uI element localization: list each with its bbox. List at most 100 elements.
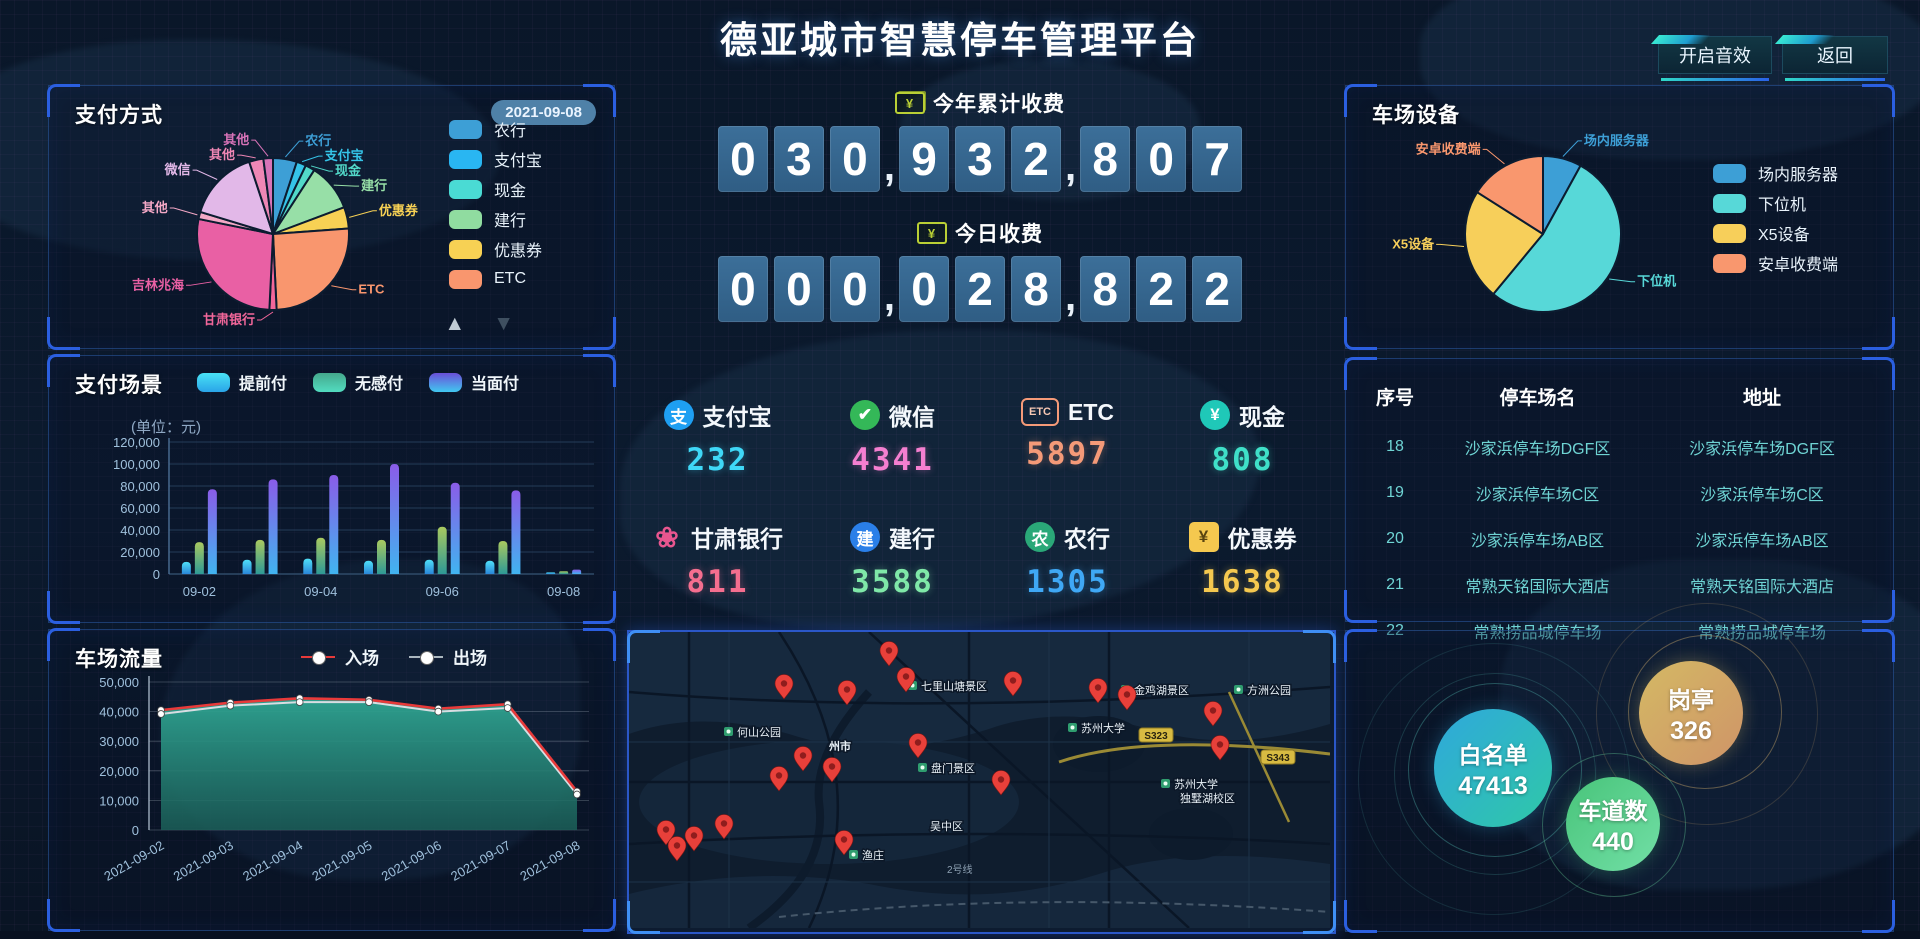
- legend-label: 出场: [453, 649, 487, 668]
- pie-label: 农行: [304, 133, 331, 148]
- digit-comma: ,: [883, 275, 895, 319]
- map-pin[interactable]: [1003, 671, 1023, 697]
- pie-label: 其他: [223, 132, 249, 147]
- pie-label: 优惠券: [379, 203, 419, 218]
- map-pin[interactable]: [834, 830, 854, 856]
- map-pin[interactable]: [1117, 685, 1137, 711]
- table-cell: 18: [1386, 438, 1404, 455]
- legend-item-农行[interactable]: 农行: [449, 114, 542, 144]
- map-pin[interactable]: [667, 836, 687, 862]
- payment-method-panel: 支付方式 2021-09-08 农行 支付宝 现金 建行 优惠券 ETC 甘肃银行 吉林兆海其…: [47, 84, 616, 350]
- legend-item-X5设备[interactable]: X5设备: [1713, 218, 1838, 248]
- pie-label: 安卓收费端: [1416, 141, 1481, 156]
- stat-cash: ¥ 现金 808: [1155, 398, 1330, 478]
- map-place-label: 盘门景区: [931, 761, 975, 775]
- pie-label: 甘肃银行: [203, 312, 255, 327]
- legend-label: 优惠券: [494, 243, 543, 260]
- back-button[interactable]: 返回: [1774, 35, 1888, 81]
- legend-item-支付宝[interactable]: 支付宝: [449, 144, 542, 174]
- pie-slice-X5设备[interactable]: [1464, 191, 1544, 296]
- metro-line-label: 2号线: [947, 863, 973, 876]
- legend-item-安卓收费端[interactable]: 安卓收费端: [1713, 248, 1838, 278]
- map-pin[interactable]: [714, 814, 734, 840]
- svg-text:60,000: 60,000: [120, 501, 160, 516]
- legend-item-出场[interactable]: 出场: [409, 644, 487, 669]
- digit-box: 0: [773, 256, 824, 322]
- table-header-row: 序号 停车场名 地址: [1360, 375, 1879, 424]
- stat-name: 建行: [889, 526, 935, 552]
- map-pin[interactable]: [896, 667, 916, 693]
- digit-box: 0: [717, 126, 768, 192]
- x-tick-label: 2021-09-03: [171, 838, 236, 884]
- map-pin[interactable]: [1210, 735, 1230, 761]
- pie-label: 其他: [209, 147, 235, 162]
- legend-page-down-icon[interactable]: ▼: [493, 312, 542, 335]
- stat-name: 现金: [1239, 404, 1285, 430]
- map-pin[interactable]: [684, 826, 704, 852]
- legend-page-up-icon[interactable]: ▲: [444, 312, 494, 335]
- legend-swatch: [449, 239, 482, 259]
- map-pin[interactable]: [837, 680, 857, 706]
- map-pin[interactable]: [1203, 701, 1223, 727]
- pie-slice-下位机[interactable]: [1492, 164, 1622, 313]
- map-pin[interactable]: [879, 641, 899, 667]
- legend-item-提前付[interactable]: 提前付: [197, 370, 287, 394]
- coupon-icon: ¥: [1188, 522, 1219, 552]
- bar-提前付-09-05: [364, 560, 373, 574]
- bar-无感付-09-08: [559, 571, 569, 574]
- table-row: 21 常熟天铭国际大酒店 常熟天铭国际大酒店: [1360, 562, 1879, 608]
- digit-box: 8: [1080, 256, 1131, 322]
- pie-slice-吉林兆海[interactable]: [196, 217, 274, 311]
- unit-label: (单位：元): [131, 419, 201, 436]
- legend-label: 场内服务器: [1758, 167, 1839, 184]
- bubble-value: 47413: [1458, 771, 1528, 800]
- pie-slice-安卓收费端[interactable]: [1476, 155, 1544, 235]
- map-highways: [1058, 691, 1331, 823]
- bar-当面付-09-05: [390, 464, 399, 574]
- bar-当面付-09-08: [572, 569, 582, 574]
- legend-swatch: [1713, 163, 1746, 183]
- legend-item-当面付[interactable]: 当面付: [429, 370, 519, 394]
- map-pin[interactable]: [793, 746, 813, 772]
- x-tick-label: 2021-09-08: [517, 838, 582, 884]
- legend-label: 农行: [494, 123, 527, 140]
- stat-value: 808: [1211, 442, 1274, 478]
- bar-无感付-09-03: [255, 539, 265, 574]
- map-pin[interactable]: [769, 766, 789, 792]
- digit-box: 2: [1011, 126, 1061, 192]
- pie-slice-ETC[interactable]: [272, 227, 350, 311]
- stat-name: 甘肃银行: [691, 526, 783, 552]
- pie-slice-其他[interactable]: [262, 157, 274, 235]
- digit-box: 0: [717, 256, 768, 322]
- legend-item-建行[interactable]: 建行: [449, 204, 542, 234]
- stat-value: 3588: [851, 564, 934, 600]
- map-place-label: 七里山塘景区: [921, 679, 987, 693]
- legend-label: 下位机: [1758, 197, 1807, 214]
- table-row: 20 沙家浜停车场AB区 沙家浜停车场AB区: [1360, 516, 1879, 562]
- map-pin[interactable]: [991, 770, 1011, 796]
- legend-item-入场[interactable]: 入场: [301, 644, 379, 669]
- map-pin[interactable]: [822, 757, 842, 783]
- legend-swatch: [449, 119, 482, 139]
- etc-icon: ETC: [1021, 398, 1059, 426]
- legend-item-现金[interactable]: 现金: [449, 174, 542, 204]
- stat-value: 4341: [851, 442, 934, 478]
- pie-label: 建行: [361, 178, 387, 193]
- sound-toggle-button[interactable]: 开启音效: [1650, 35, 1772, 81]
- pie-label: 支付宝: [324, 148, 364, 163]
- map-pin[interactable]: [774, 674, 794, 700]
- legend-item-无感付[interactable]: 无感付: [313, 370, 403, 394]
- legend-item-下位机[interactable]: 下位机: [1713, 188, 1838, 218]
- lane-count-bubble: 车道数 440: [1566, 777, 1660, 871]
- map-pin[interactable]: [1088, 678, 1108, 704]
- map-pin[interactable]: [908, 733, 928, 759]
- legend-item-优惠券[interactable]: 优惠券: [449, 234, 542, 264]
- legend-swatch: [449, 179, 482, 199]
- digit-box: 0: [899, 256, 949, 322]
- legend-item-ETC[interactable]: ETC: [449, 264, 542, 294]
- bubble-label: 车道数: [1578, 797, 1648, 824]
- svg-text:20,000: 20,000: [99, 764, 139, 779]
- legend-item-场内服务器[interactable]: 场内服务器: [1713, 158, 1838, 188]
